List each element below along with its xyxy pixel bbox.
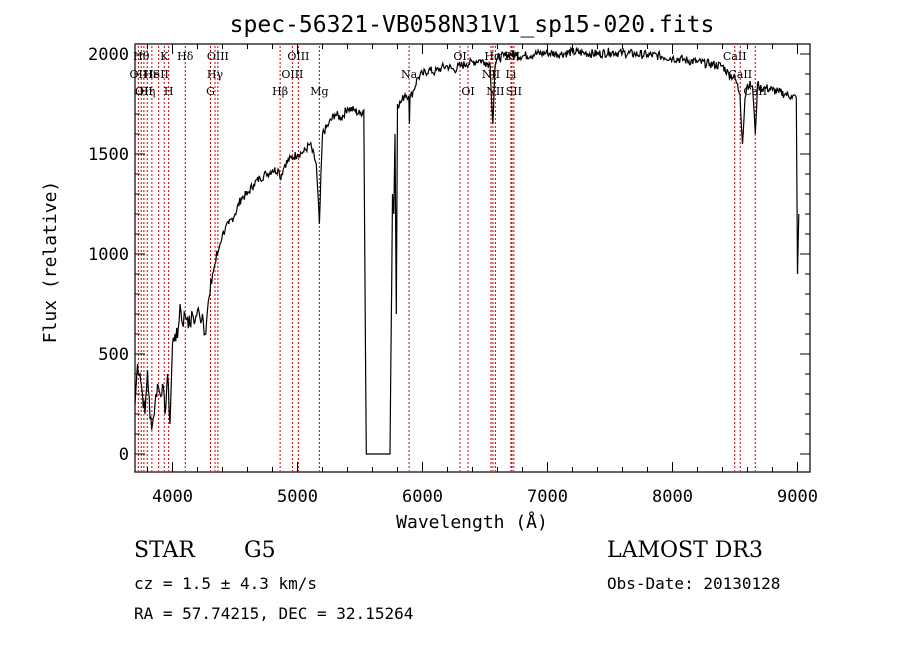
line-marker-label: OI xyxy=(461,85,474,98)
line-marker-label: OIII xyxy=(207,50,229,63)
line-marker-label: K xyxy=(160,50,169,63)
line-marker-label: Mg xyxy=(310,85,328,98)
y-axis-label: Flux (relative) xyxy=(40,181,61,344)
line-marker-labels: OIIHθOIIHηHeISIIKHHδGHγOIIIHβOIIIOIIIMgN… xyxy=(130,50,768,98)
line-marker-label: CaII xyxy=(723,50,747,63)
chart-title: spec-56321-VB058N31V1_sp15-020.fits xyxy=(230,12,715,38)
line-marker-label: OIII xyxy=(281,68,303,81)
y-tick-label: 500 xyxy=(98,345,129,365)
line-marker-label: Hγ xyxy=(207,68,224,81)
y-tick-label: 2000 xyxy=(88,45,129,65)
line-marker-label: He xyxy=(144,68,160,81)
x-tick-label: 8000 xyxy=(652,487,693,507)
line-marker-label: NII xyxy=(486,85,504,98)
x-tick-label: 4000 xyxy=(152,487,193,507)
line-marker-label: OIII xyxy=(287,50,309,63)
y-tick-label: 0 xyxy=(119,445,129,465)
x-tick-label: 9000 xyxy=(777,487,818,507)
line-marker-label: ISII xyxy=(148,68,169,81)
line-marker-label: OI xyxy=(453,50,466,63)
ra-dec: RA = 57.74215, DEC = 32.15264 xyxy=(134,604,414,623)
line-marker-label: Hη xyxy=(139,85,155,98)
x-axis-label: Wavelength (Å) xyxy=(396,511,548,533)
line-marker-label: CaII xyxy=(728,68,752,81)
survey-name: LAMOST DR3 xyxy=(607,538,763,563)
line-markers xyxy=(137,46,756,471)
line-marker-label: Hβ xyxy=(272,85,288,98)
line-marker-label: Li xyxy=(505,68,516,81)
line-marker-label: Hδ xyxy=(177,50,194,63)
line-marker-label: OII xyxy=(135,85,153,98)
observation-date: Obs-Date: 20130128 xyxy=(607,574,781,593)
x-axis-ticks: 4000 5000 6000 7000 8000 9000 xyxy=(147,44,818,507)
x-tick-label: 6000 xyxy=(402,487,443,507)
line-marker-label: H xyxy=(164,85,174,98)
object-class: STAR xyxy=(134,538,195,563)
line-marker-label: Hθ xyxy=(133,50,150,63)
object-subclass: G5 xyxy=(244,538,276,563)
line-marker-label: G xyxy=(206,85,215,98)
x-tick-label: 7000 xyxy=(527,487,568,507)
y-tick-label: 1500 xyxy=(88,145,129,165)
plot-frame xyxy=(134,43,811,473)
y-tick-label: 1000 xyxy=(88,245,129,265)
y-axis-ticks: 0 500 1000 1500 2000 xyxy=(88,45,810,465)
line-marker-label: SII xyxy=(506,85,522,98)
x-tick-label: 5000 xyxy=(277,487,318,507)
redshift-cz: cz = 1.5 ± 4.3 km/s xyxy=(134,574,318,593)
spectrum-line xyxy=(134,46,800,455)
line-marker-label: Na xyxy=(401,68,418,81)
line-marker-label: Hα xyxy=(484,50,502,63)
